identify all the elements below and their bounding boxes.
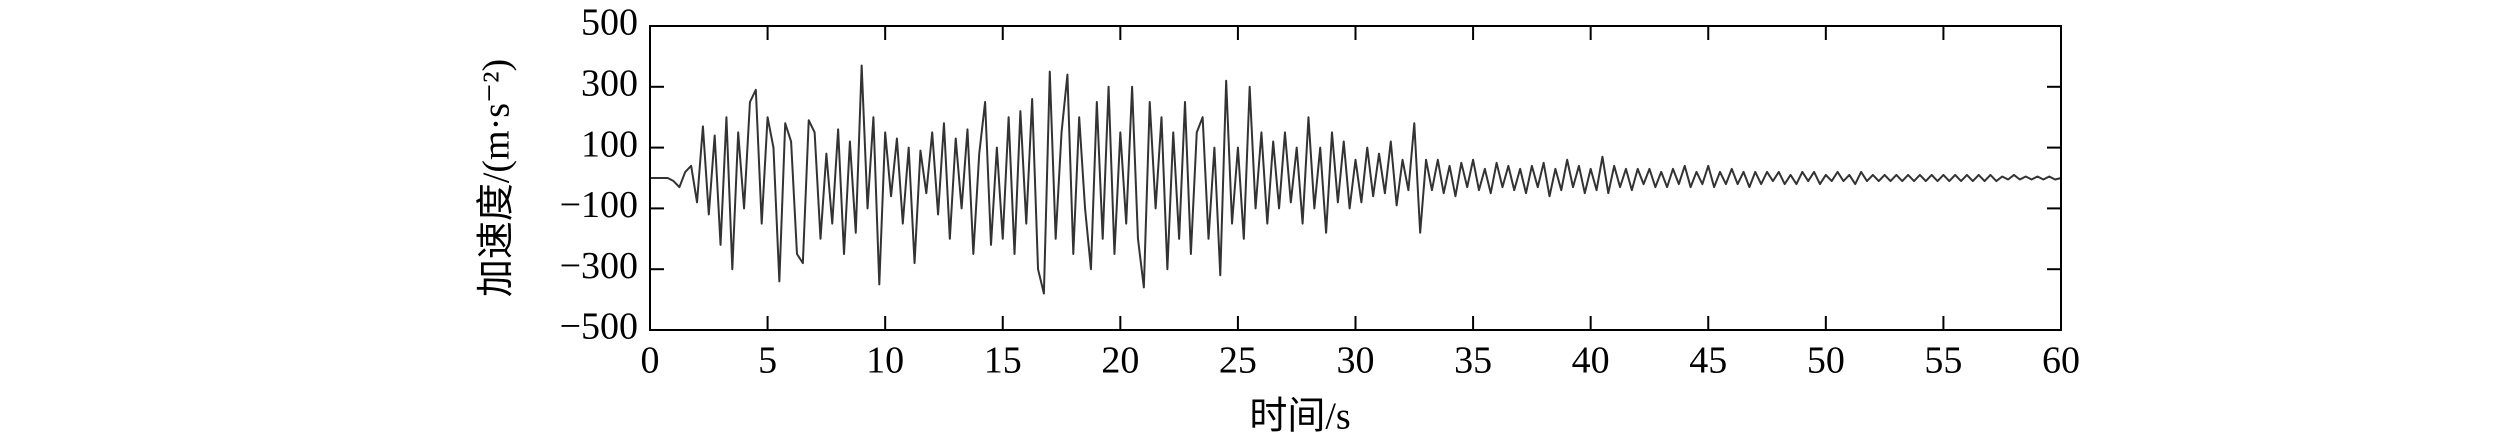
y-tick-label: 300 bbox=[581, 63, 638, 105]
x-tick-label: 15 bbox=[984, 340, 1022, 382]
x-tick-label: 20 bbox=[1101, 340, 1139, 382]
y-tick-label: −500 bbox=[560, 306, 638, 348]
y-tick-label: 500 bbox=[581, 2, 638, 44]
x-tick-label: 30 bbox=[1337, 340, 1375, 382]
x-tick-label: 45 bbox=[1689, 340, 1727, 382]
y-tick-label: −100 bbox=[560, 184, 638, 226]
y-axis-label: 加速度/(m·s⁻²) bbox=[476, 59, 518, 297]
x-tick-label: 40 bbox=[1572, 340, 1610, 382]
x-tick-label: 55 bbox=[1924, 340, 1962, 382]
x-tick-label: 60 bbox=[2042, 340, 2080, 382]
x-tick-label: 10 bbox=[866, 340, 904, 382]
x-tick-label: 5 bbox=[758, 340, 777, 382]
plot-frame bbox=[649, 25, 2062, 331]
y-tick-label: 100 bbox=[581, 123, 638, 165]
x-tick-label: 50 bbox=[1807, 340, 1845, 382]
x-tick-label: 35 bbox=[1454, 340, 1492, 382]
y-tick-label: −300 bbox=[560, 245, 638, 287]
x-axis-label: 时间/s bbox=[1249, 396, 1350, 438]
x-tick-label: 25 bbox=[1219, 340, 1257, 382]
series-line bbox=[650, 64, 2062, 295]
x-tick-label: 0 bbox=[641, 340, 660, 382]
